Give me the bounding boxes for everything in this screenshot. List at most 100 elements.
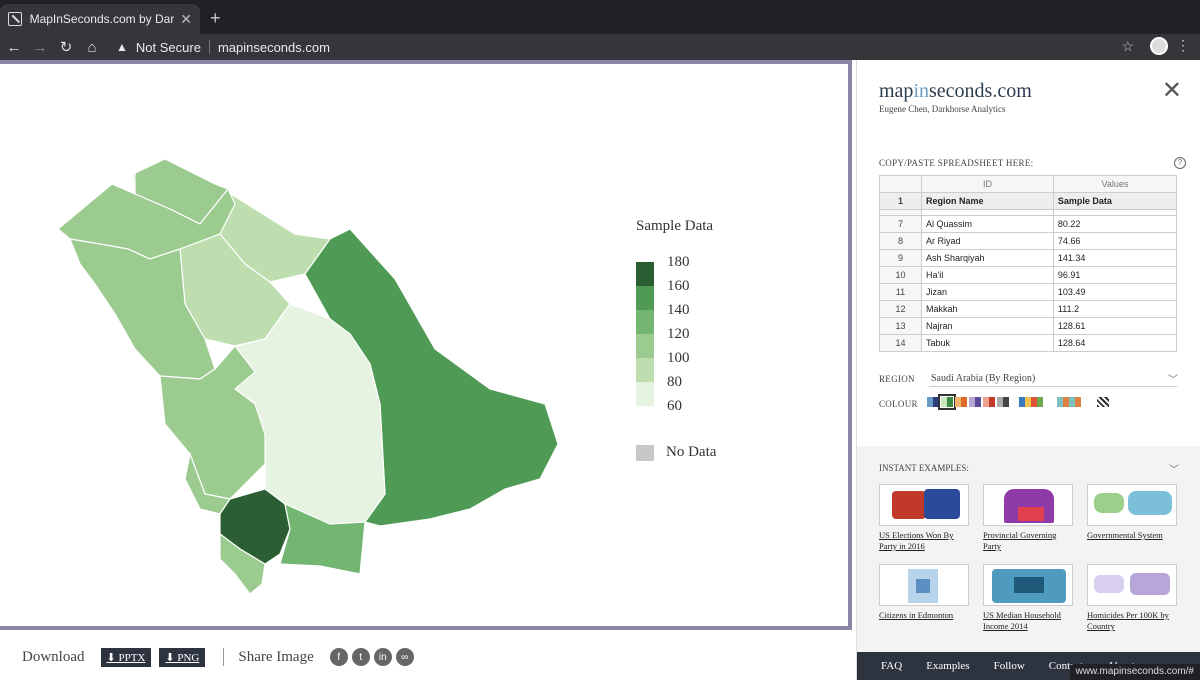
table-cell[interactable]: Region Name xyxy=(921,192,1054,210)
legend-swatch xyxy=(636,286,654,310)
table-cell[interactable]: Tabuk xyxy=(921,334,1054,352)
edmonton-thumbnail[interactable] xyxy=(879,564,969,606)
forward-icon[interactable]: → xyxy=(32,38,48,56)
table-row[interactable]: 10 Ha'il 96.91 xyxy=(879,266,1178,284)
palette-orange[interactable] xyxy=(955,397,967,407)
tab-strip: MapInSeconds.com by Darkhorse ✕ + xyxy=(0,0,1200,34)
omnibox[interactable]: ▲ Not Secure mapinseconds.com xyxy=(116,40,330,55)
reload-icon[interactable]: ↻ xyxy=(59,39,73,56)
spreadsheet[interactable]: ID Values 1 Region Name Sample Data 7 Al Qua… xyxy=(879,175,1178,352)
example-card[interactable]: US Median Household Income 2014 xyxy=(983,564,1073,632)
row-number: 12 xyxy=(879,300,922,318)
table-row[interactable]: 8 Ar Riyad 74.66 xyxy=(879,232,1178,250)
legend-title: Sample Data xyxy=(636,218,714,234)
world-map-thumbnail[interactable] xyxy=(1087,484,1177,526)
sheet-header-row: ID Values xyxy=(879,175,1178,193)
security-label: Not Secure xyxy=(135,39,201,55)
paste-label: COPY/PASTE SPREADSHEET HERE: xyxy=(879,158,1034,168)
table-cell[interactable]: Najran xyxy=(921,317,1054,335)
example-card[interactable]: US Elections Won By Party in 2016 xyxy=(879,484,969,552)
new-tab-button[interactable]: + xyxy=(210,8,221,28)
table-cell[interactable]: Makkah xyxy=(921,300,1054,318)
link-icon[interactable]: ∞ xyxy=(395,648,414,666)
example-caption[interactable]: Homicides Per 100K by Country xyxy=(1087,610,1169,631)
example-caption[interactable]: Provincial Governing Party xyxy=(983,530,1057,551)
table-row[interactable]: 1 Region Name Sample Data xyxy=(879,192,1178,210)
linkedin-icon[interactable]: in xyxy=(373,648,392,666)
table-cell[interactable]: 111.2 xyxy=(1052,300,1178,318)
palette-red[interactable] xyxy=(983,397,995,407)
region-select[interactable]: Saudi Arabia (By Region) xyxy=(931,373,1036,384)
example-caption[interactable]: Governmental System xyxy=(1087,530,1163,540)
home-icon[interactable]: ⌂ xyxy=(87,38,97,56)
browser-tab[interactable]: MapInSeconds.com by Darkhorse ✕ xyxy=(0,4,200,34)
sheet-corner xyxy=(879,175,922,193)
example-card[interactable]: Citizens in Edmonton xyxy=(879,564,969,621)
palette-blue[interactable] xyxy=(927,397,939,407)
table-cell[interactable]: Ash Sharqiyah xyxy=(921,249,1054,267)
example-caption[interactable]: US Elections Won By Party in 2016 xyxy=(879,530,954,551)
table-cell[interactable]: Al Quassim xyxy=(921,215,1054,233)
palette-grey[interactable] xyxy=(997,397,1009,407)
palette-green-selected[interactable] xyxy=(938,394,956,410)
table-row[interactable]: 7 Al Quassim 80.22 xyxy=(879,215,1178,233)
site-logo[interactable]: mapinseconds.com xyxy=(879,80,1032,103)
download-pptx-button[interactable]: ⬇ PPTX xyxy=(100,647,152,667)
bookmark-star-icon[interactable]: ☆ xyxy=(1121,38,1134,54)
row-number: 9 xyxy=(879,249,922,267)
example-card[interactable]: Governmental System xyxy=(1087,484,1177,541)
region-najran[interactable] xyxy=(279,502,366,575)
table-cell[interactable]: 103.49 xyxy=(1052,283,1178,301)
back-icon[interactable]: ← xyxy=(6,38,22,56)
example-card[interactable]: Provincial Governing Party xyxy=(983,484,1073,552)
us-income-thumbnail[interactable] xyxy=(983,564,1073,606)
table-row[interactable]: 11 Jizan 103.49 xyxy=(879,283,1178,301)
table-row[interactable]: 9 Ash Sharqiyah 141.34 xyxy=(879,249,1178,267)
table-cell[interactable]: 74.66 xyxy=(1052,232,1178,250)
homicides-thumbnail[interactable] xyxy=(1087,564,1177,606)
legend-tick: 160 xyxy=(667,278,690,294)
logo-part: in xyxy=(913,80,929,102)
tab-close-icon[interactable]: ✕ xyxy=(180,10,192,27)
example-caption[interactable]: US Median Household Income 2014 xyxy=(983,610,1061,631)
palette-diverging-2[interactable] xyxy=(1057,397,1081,407)
footer-link-faq[interactable]: FAQ xyxy=(881,660,903,672)
region-jizan[interactable] xyxy=(219,532,266,595)
table-row[interactable]: 14 Tabuk 128.64 xyxy=(879,334,1178,352)
close-panel-icon[interactable]: ✕ xyxy=(1161,76,1182,104)
example-caption[interactable]: Citizens in Edmonton xyxy=(879,610,954,620)
region-asir[interactable] xyxy=(219,488,291,565)
row-number: 14 xyxy=(879,334,922,352)
table-cell[interactable]: 80.22 xyxy=(1052,215,1178,233)
palette-diverging-1[interactable] xyxy=(1019,397,1043,407)
share-label: Share Image xyxy=(238,648,314,665)
menu-dots-icon[interactable]: ⋮ xyxy=(1176,37,1190,53)
table-row[interactable]: 12 Makkah 111.2 xyxy=(879,300,1178,318)
example-card[interactable]: Homicides Per 100K by Country xyxy=(1087,564,1177,632)
canada-thumbnail[interactable] xyxy=(983,484,1073,526)
help-icon[interactable]: ? xyxy=(1174,157,1186,169)
table-cell[interactable]: Ar Riyad xyxy=(921,232,1054,250)
table-cell[interactable]: Sample Data xyxy=(1052,192,1178,210)
hatch-pattern-icon[interactable] xyxy=(1097,397,1109,407)
table-cell[interactable]: Jizan xyxy=(921,283,1054,301)
facebook-icon[interactable]: f xyxy=(329,648,348,666)
legend-tick: 80 xyxy=(667,374,682,390)
chevron-down-icon[interactable]: ﹀ xyxy=(1169,465,1179,476)
us-election-thumbnail[interactable] xyxy=(879,484,969,526)
twitter-icon[interactable]: t xyxy=(351,648,370,666)
footer-link-follow[interactable]: Follow xyxy=(993,660,1025,672)
palette-purple[interactable] xyxy=(969,397,981,407)
download-png-button[interactable]: ⬇ PNG xyxy=(159,647,206,667)
row-number: 13 xyxy=(879,317,922,335)
table-cell[interactable]: 96.91 xyxy=(1052,266,1178,284)
legend-swatch xyxy=(636,358,654,382)
profile-avatar-icon[interactable] xyxy=(1150,37,1168,55)
table-cell[interactable]: 128.64 xyxy=(1052,334,1178,352)
table-cell[interactable]: Ha'il xyxy=(921,266,1054,284)
footer-link-examples[interactable]: Examples xyxy=(926,660,970,672)
table-cell[interactable]: 128.61 xyxy=(1052,317,1178,335)
table-row[interactable]: 13 Najran 128.61 xyxy=(879,317,1178,335)
table-cell[interactable]: 141.34 xyxy=(1052,249,1178,267)
chevron-down-icon[interactable]: ﹀ xyxy=(1168,375,1178,386)
